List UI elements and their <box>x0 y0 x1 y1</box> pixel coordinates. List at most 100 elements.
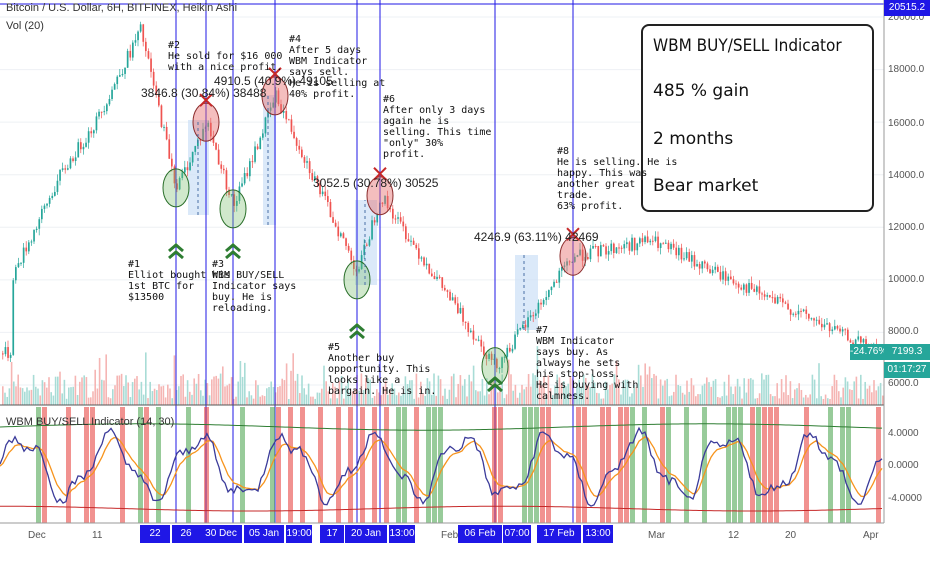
x-tick: 20 <box>785 530 797 541</box>
y-tick: 8000.0 <box>888 326 919 337</box>
candle-body <box>480 339 483 347</box>
volume-bar <box>640 375 642 405</box>
volume-bar <box>455 397 457 405</box>
candle-body <box>459 307 462 314</box>
volume-bar <box>871 392 873 405</box>
info-title: WBM BUY/SELL Indicator <box>653 36 842 56</box>
y-tick: 12000.0 <box>888 222 925 233</box>
volume-bar <box>578 379 580 405</box>
volume-bar <box>745 392 748 405</box>
candle-body <box>787 303 789 310</box>
volume-bar <box>252 398 255 405</box>
date-box: 17 Ja <box>320 525 344 557</box>
candle-body <box>134 40 137 43</box>
volume-bar <box>219 373 222 405</box>
volume-bar <box>230 377 233 405</box>
volume-bar <box>662 385 664 405</box>
sell-cross-icon <box>566 227 580 241</box>
candle-body <box>813 318 815 321</box>
buy-signal-bar <box>432 407 437 523</box>
volume-bar <box>688 391 690 405</box>
date-box: 30 Dec '17 <box>200 525 242 557</box>
sell-signal-bar <box>144 407 149 523</box>
volume-bar <box>178 386 180 405</box>
candle-body <box>774 297 776 304</box>
volume-bar <box>156 390 158 405</box>
candle-body <box>462 307 464 322</box>
volume-bar <box>552 395 554 405</box>
volume-bar <box>120 373 123 405</box>
candle-body <box>628 242 631 251</box>
volume-bar <box>294 380 297 405</box>
volume-bar <box>712 380 715 405</box>
volume-bar <box>237 381 239 405</box>
candle-body <box>189 162 191 171</box>
candle-body <box>680 247 683 260</box>
candle-body <box>61 168 64 170</box>
volume-bar <box>48 377 50 405</box>
volume-bar <box>116 375 118 405</box>
buy-signal-bar <box>702 407 707 523</box>
volume-bar <box>400 395 402 405</box>
volume-bar <box>604 381 607 405</box>
volume-bar <box>112 389 114 405</box>
volume-bar <box>239 360 242 405</box>
candle-body <box>137 31 139 41</box>
volume-bar <box>197 373 200 405</box>
volume-bar <box>87 397 90 405</box>
volume-bar <box>750 378 752 405</box>
candle-body <box>145 41 147 52</box>
volume-bar <box>17 374 19 405</box>
candle-body <box>272 102 275 108</box>
candle-body <box>178 178 181 190</box>
volume-bar <box>54 376 57 405</box>
candle-body <box>862 339 865 343</box>
volume-bar <box>395 395 398 405</box>
volume-bar <box>453 373 455 405</box>
buy-signal-bar <box>438 407 443 523</box>
volume-bar <box>193 378 195 405</box>
volume-bar <box>10 361 13 405</box>
volume-bar <box>59 371 61 405</box>
candle-body <box>769 295 771 298</box>
buy-signal-bar <box>402 407 407 523</box>
volume-bar <box>541 385 543 405</box>
candle-body <box>405 226 407 240</box>
volume-bar <box>860 374 862 405</box>
volume-bar <box>547 375 550 405</box>
volume-bar <box>321 388 323 405</box>
candle-body <box>415 244 418 249</box>
volume-bar <box>301 375 303 405</box>
candle-body <box>420 257 423 259</box>
candle-body <box>782 298 784 303</box>
info-market: Bear market <box>653 176 759 196</box>
volume-bar <box>118 375 121 405</box>
candle-body <box>672 243 675 248</box>
volume-bar <box>514 384 517 405</box>
volume-bar <box>206 383 209 405</box>
sell-cross-icon <box>199 93 213 107</box>
volume-bar <box>50 392 52 405</box>
volume-bar <box>743 378 745 405</box>
volume-bar <box>336 398 338 405</box>
volume-bar <box>145 352 147 405</box>
candle-body <box>717 266 719 272</box>
volume-bar <box>431 394 433 405</box>
candle-body <box>761 293 763 295</box>
sell-signal-bar <box>576 407 581 523</box>
candle-body <box>280 104 282 113</box>
volume-bar <box>371 397 374 405</box>
sell-signal-bar <box>582 407 587 523</box>
candle-body <box>74 157 77 161</box>
volume-bar <box>35 386 37 405</box>
volume-bar <box>195 383 198 405</box>
volume-bar <box>486 378 488 405</box>
sell-signal-bar <box>876 407 881 523</box>
volume-bar <box>398 392 400 405</box>
buy-signal-bar <box>846 407 851 523</box>
sell-signal-bar <box>120 407 125 523</box>
candle-body <box>493 358 496 360</box>
candle-body <box>633 237 636 251</box>
volume-bar <box>481 378 484 405</box>
candle-body <box>537 302 540 314</box>
